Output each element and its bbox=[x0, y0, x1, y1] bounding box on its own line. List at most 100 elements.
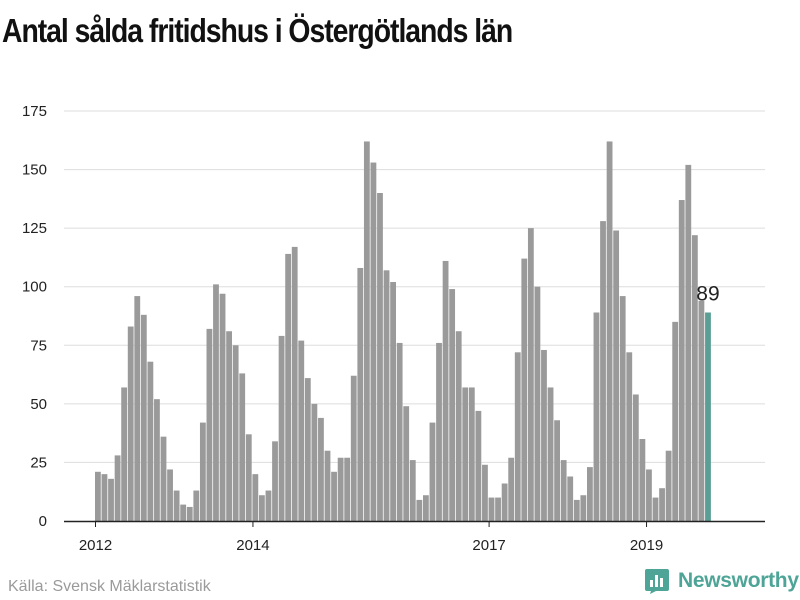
bar bbox=[219, 293, 226, 521]
bar bbox=[285, 253, 292, 521]
bar bbox=[665, 450, 672, 521]
bar bbox=[462, 387, 469, 521]
bar bbox=[547, 387, 554, 521]
bar bbox=[213, 284, 219, 521]
bar bbox=[423, 495, 429, 521]
bar bbox=[147, 361, 154, 521]
bar bbox=[619, 296, 626, 521]
gridlines bbox=[64, 110, 765, 463]
x-axis bbox=[64, 520, 765, 527]
bar bbox=[154, 399, 160, 521]
bar bbox=[390, 282, 396, 521]
x-tick-label: 2012 bbox=[79, 537, 112, 554]
y-tick-label: 175 bbox=[22, 103, 47, 120]
bar bbox=[560, 460, 567, 521]
bar bbox=[226, 331, 232, 521]
bar bbox=[672, 321, 679, 521]
bar bbox=[127, 326, 134, 521]
bar bbox=[160, 436, 167, 521]
bar bbox=[567, 476, 574, 521]
y-tick-label: 0 bbox=[39, 513, 47, 530]
bar bbox=[272, 441, 278, 521]
bar bbox=[101, 474, 108, 521]
bar bbox=[344, 457, 351, 521]
bar bbox=[357, 267, 364, 521]
bar bbox=[685, 164, 692, 521]
bar bbox=[108, 478, 114, 521]
annotations: 89 bbox=[696, 282, 719, 305]
bar bbox=[587, 467, 593, 521]
source-note: Källa: Svensk Mäklarstatistik bbox=[8, 578, 211, 595]
bar bbox=[482, 464, 488, 521]
y-tick-label: 125 bbox=[22, 220, 47, 237]
bar bbox=[324, 450, 331, 521]
y-axis-labels: 0 25 50 75 100 125 150 175 bbox=[22, 103, 47, 530]
bar bbox=[606, 141, 613, 521]
x-tick-label: 2014 bbox=[236, 537, 269, 554]
bar bbox=[580, 495, 587, 521]
brand-name: Newsworthy bbox=[678, 569, 799, 592]
bar bbox=[206, 328, 213, 521]
y-tick-label: 75 bbox=[30, 337, 47, 354]
bar bbox=[173, 490, 180, 521]
bar bbox=[180, 504, 187, 521]
bar bbox=[488, 497, 495, 521]
bar bbox=[475, 410, 482, 521]
bar bbox=[383, 270, 390, 521]
bar bbox=[121, 387, 128, 521]
bar bbox=[626, 352, 633, 521]
bar bbox=[678, 200, 685, 521]
bar bbox=[514, 352, 521, 521]
y-tick-label: 150 bbox=[22, 162, 47, 179]
bar bbox=[455, 331, 462, 521]
bar bbox=[468, 387, 475, 521]
bar bbox=[429, 422, 436, 521]
bar bbox=[377, 193, 383, 521]
bar bbox=[232, 345, 239, 521]
bar bbox=[659, 488, 665, 521]
bar bbox=[265, 490, 272, 521]
bar bbox=[521, 258, 528, 521]
bar bbox=[252, 474, 259, 521]
bar bbox=[613, 230, 620, 522]
bar bbox=[259, 495, 265, 521]
bar bbox=[646, 469, 652, 521]
bar bbox=[527, 228, 534, 521]
bar bbox=[370, 162, 377, 522]
bar bbox=[403, 406, 410, 521]
bar bbox=[114, 455, 121, 521]
bar bbox=[304, 378, 311, 521]
x-tick-label: 2019 bbox=[630, 537, 663, 554]
bar bbox=[278, 335, 285, 521]
bar bbox=[442, 260, 449, 521]
y-tick-label: 25 bbox=[30, 454, 47, 471]
bar bbox=[409, 460, 416, 521]
bar bbox=[534, 286, 541, 521]
bar bbox=[199, 422, 206, 521]
bar bbox=[449, 289, 456, 521]
bar bbox=[298, 340, 305, 521]
bar bbox=[691, 235, 698, 522]
bar bbox=[436, 342, 442, 521]
bar bbox=[291, 246, 298, 521]
chart-title: Antal sålda fritidshus i Östergötlands l… bbox=[2, 12, 513, 49]
bar bbox=[639, 439, 646, 521]
bar bbox=[186, 506, 193, 521]
bar bbox=[311, 403, 318, 521]
y-tick-label: 100 bbox=[22, 279, 47, 296]
bar bbox=[416, 499, 423, 521]
bar bbox=[698, 300, 705, 521]
bar bbox=[652, 497, 659, 521]
chart-bubble-icon bbox=[645, 569, 669, 594]
bars bbox=[95, 141, 711, 522]
bar bbox=[95, 471, 101, 521]
bar bbox=[396, 342, 403, 521]
bar bbox=[363, 141, 370, 521]
x-tick-label: 2017 bbox=[472, 537, 505, 554]
bar bbox=[350, 375, 357, 521]
x-axis-labels: 2012 2014 2017 2019 bbox=[79, 537, 663, 554]
highlight-value-label: 89 bbox=[696, 282, 719, 305]
bar bbox=[134, 296, 141, 521]
bar bbox=[573, 499, 580, 521]
bar bbox=[501, 483, 508, 521]
